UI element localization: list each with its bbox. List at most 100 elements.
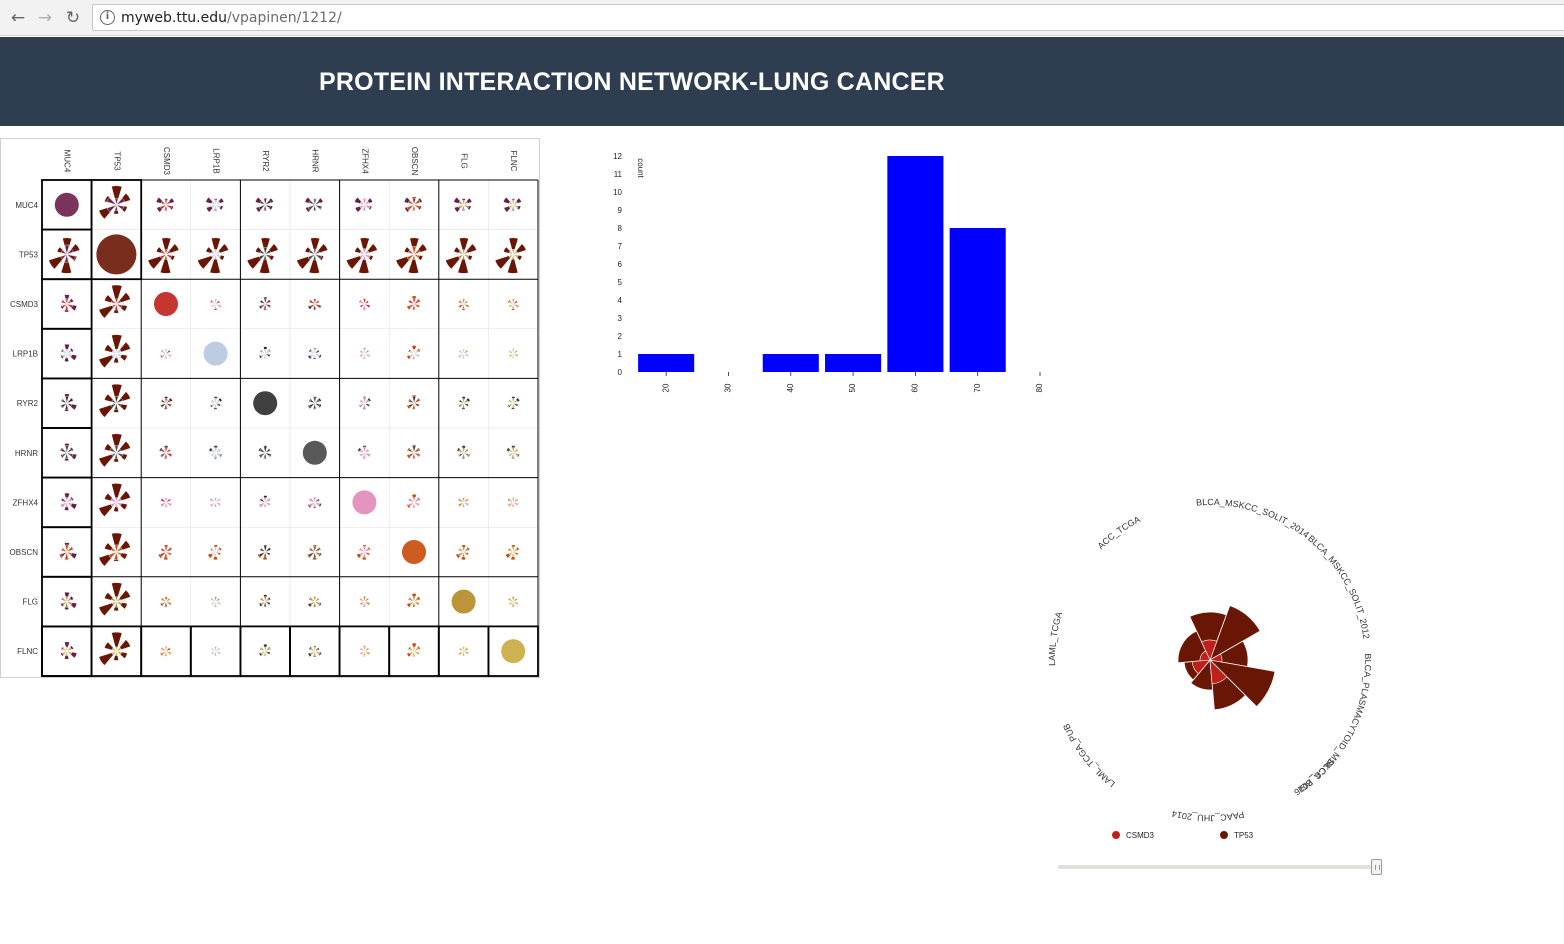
matrix-cell[interactable] [41,626,92,677]
matrix-cell[interactable] [388,328,440,379]
matrix-cell[interactable] [488,477,539,528]
matrix-cell[interactable] [289,378,340,429]
matrix-cell[interactable] [488,378,539,429]
matrix-cell[interactable] [438,427,489,478]
matrix-cell[interactable] [488,229,539,280]
matrix-cell[interactable] [289,477,340,528]
matrix-cell[interactable] [438,477,489,528]
matrix-cell[interactable] [240,278,291,330]
matrix-cell[interactable] [91,179,142,230]
matrix-cell[interactable] [388,278,440,330]
matrix-cell[interactable] [41,477,92,528]
matrix-cell[interactable] [190,278,241,330]
matrix-cell[interactable] [339,229,390,280]
matrix-cell[interactable] [339,179,390,230]
matrix-cell[interactable] [388,427,440,478]
address-bar[interactable]: i myweb.ttu.edu/vpapinen/1212/ [92,4,1564,31]
matrix-cell[interactable] [91,576,142,627]
histogram-bar[interactable] [825,354,882,372]
matrix-cell[interactable] [339,328,390,379]
matrix-cell[interactable] [240,427,291,478]
matrix-cell[interactable] [438,328,489,379]
matrix-cell[interactable] [41,378,92,429]
matrix-cell[interactable] [190,179,241,230]
matrix-cell[interactable] [488,427,539,478]
url-text[interactable]: myweb.ttu.edu/vpapinen/1212/ [121,10,342,26]
matrix-cell[interactable] [339,278,390,330]
matrix-cell[interactable] [240,229,291,280]
matrix-cell[interactable] [91,526,142,578]
rose-petal[interactable] [1209,653,1223,663]
matrix-cell[interactable] [140,278,192,330]
matrix-cell[interactable] [289,427,340,478]
histogram-bar[interactable] [762,354,819,372]
rose-petal[interactable] [1209,604,1261,661]
matrix-cell[interactable] [190,526,241,578]
matrix-cell[interactable] [41,179,92,230]
rose-petal[interactable] [1209,659,1228,685]
matrix-cell[interactable] [190,427,241,478]
matrix-cell[interactable] [388,378,440,429]
reload-button[interactable]: ↻ [65,8,81,28]
matrix-cell[interactable] [339,427,390,478]
matrix-cell[interactable] [438,278,489,330]
matrix-cell[interactable] [240,378,291,429]
matrix-cell[interactable] [91,278,142,330]
histogram-bar[interactable] [949,228,1006,372]
matrix-cell[interactable] [91,229,142,280]
matrix-cell[interactable] [388,229,440,280]
matrix-cell[interactable] [388,179,440,230]
matrix-cell[interactable] [41,278,92,330]
info-icon[interactable]: i [100,10,115,25]
matrix-cell[interactable] [388,526,440,578]
matrix-cell[interactable] [289,626,340,677]
matrix-cell[interactable] [140,179,192,230]
matrix-cell[interactable] [488,576,539,627]
matrix-cell[interactable] [140,378,192,429]
histogram-bar[interactable] [638,354,695,372]
matrix-cell[interactable] [190,576,241,627]
rose-petal[interactable] [1199,650,1211,662]
matrix-cell[interactable] [91,328,142,379]
matrix-cell[interactable] [140,526,192,578]
matrix-cell[interactable] [388,626,440,677]
matrix-cell[interactable] [140,576,192,627]
rose-petal[interactable] [1191,659,1211,675]
matrix-cell[interactable] [41,328,92,379]
rose-petal[interactable] [1201,639,1218,661]
matrix-cell[interactable] [140,477,192,528]
matrix-cell[interactable] [388,576,440,627]
matrix-cell[interactable] [488,328,539,379]
matrix-cell[interactable] [289,526,340,578]
forward-button[interactable]: → [37,8,53,28]
matrix-cell[interactable] [438,229,489,280]
matrix-cell[interactable] [41,526,92,578]
matrix-cell[interactable] [140,229,192,280]
matrix-cell[interactable] [339,477,390,528]
matrix-cell[interactable] [438,179,489,230]
matrix-cell[interactable] [41,229,92,280]
matrix-cell[interactable] [438,626,489,677]
matrix-cell[interactable] [140,328,192,379]
matrix-cell[interactable] [240,626,291,677]
matrix-cell[interactable] [339,626,390,677]
matrix-cell[interactable] [140,626,192,677]
matrix-cell[interactable] [488,526,539,578]
matrix-cell[interactable] [240,576,291,627]
matrix-cell[interactable] [240,328,291,379]
matrix-cell[interactable] [438,526,489,578]
histogram-bar[interactable] [887,156,944,372]
matrix-cell[interactable] [339,526,390,578]
matrix-cell[interactable] [438,378,489,429]
matrix-cell[interactable] [190,626,241,677]
matrix-cell[interactable] [190,378,241,429]
slider-track[interactable] [1058,865,1378,869]
back-button[interactable]: ← [10,8,26,28]
matrix-cell[interactable] [41,427,92,478]
matrix-cell[interactable] [91,477,142,528]
matrix-cell[interactable] [339,378,390,429]
matrix-cell[interactable] [289,179,340,230]
rose-petal[interactable] [1190,659,1214,691]
matrix-cell[interactable] [140,427,192,478]
matrix-cell[interactable] [41,576,92,627]
